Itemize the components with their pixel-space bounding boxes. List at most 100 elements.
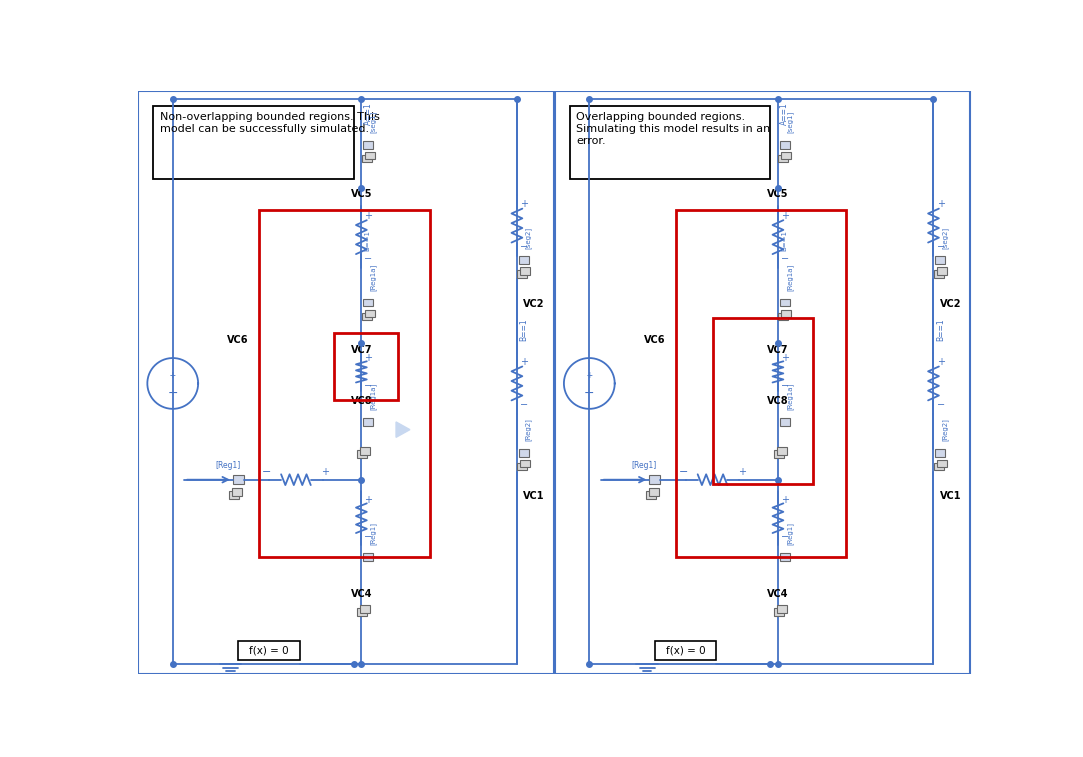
Bar xyxy=(361,447,370,455)
Bar xyxy=(362,154,371,163)
Text: VC5: VC5 xyxy=(351,189,373,199)
Text: −: − xyxy=(520,242,529,252)
Text: B==1: B==1 xyxy=(936,318,944,341)
Text: −: − xyxy=(365,531,373,542)
Bar xyxy=(780,418,790,425)
Bar xyxy=(779,154,788,163)
Bar xyxy=(357,450,367,458)
Bar xyxy=(773,609,784,616)
Text: +: + xyxy=(322,466,329,477)
Text: [Reg2]: [Reg2] xyxy=(941,419,949,441)
Text: +: + xyxy=(937,199,944,209)
Text: [Reg1a]: [Reg1a] xyxy=(369,383,376,410)
Text: −: − xyxy=(262,466,272,477)
Text: VC6: VC6 xyxy=(644,335,665,345)
Text: −: − xyxy=(937,242,944,252)
Bar xyxy=(363,553,374,560)
Text: A==1: A==1 xyxy=(780,102,790,125)
Bar xyxy=(676,210,847,556)
Bar xyxy=(937,267,947,275)
Text: VC7: VC7 xyxy=(767,345,788,355)
Text: Overlapping bounded regions.
Simulating this model results in an
error.: Overlapping bounded regions. Simulating … xyxy=(576,112,770,145)
Text: +: + xyxy=(365,495,373,505)
Text: +: + xyxy=(781,210,790,220)
Text: +: + xyxy=(365,353,373,363)
Text: +: + xyxy=(365,210,373,220)
Text: [seg2]: [seg2] xyxy=(525,226,532,249)
Bar xyxy=(259,210,430,556)
Text: VC4: VC4 xyxy=(767,589,788,599)
Bar xyxy=(782,310,792,317)
Bar xyxy=(936,449,945,456)
Bar xyxy=(777,447,787,455)
Bar xyxy=(570,106,770,179)
Bar xyxy=(521,459,531,467)
Text: f(x) = 0: f(x) = 0 xyxy=(666,646,705,656)
Bar xyxy=(518,463,527,470)
Bar xyxy=(335,332,399,400)
Text: Non-overlapping bounded regions. This
model can be successfully simulated.: Non-overlapping bounded regions. This mo… xyxy=(159,112,379,134)
Text: [Reg1]: [Reg1] xyxy=(216,462,240,470)
Text: VC1: VC1 xyxy=(940,491,961,501)
Text: [Reg1]: [Reg1] xyxy=(786,522,793,545)
Bar xyxy=(649,488,658,496)
Bar xyxy=(782,151,792,160)
Text: VC8: VC8 xyxy=(767,396,788,406)
Text: +: + xyxy=(586,369,592,379)
Text: −: − xyxy=(679,466,688,477)
Text: [Reg2]: [Reg2] xyxy=(525,419,532,441)
Bar xyxy=(361,605,370,613)
Text: +: + xyxy=(781,353,790,363)
Bar xyxy=(713,318,812,484)
Text: +: + xyxy=(937,357,944,367)
Text: VC4: VC4 xyxy=(351,589,373,599)
Bar xyxy=(363,418,374,425)
Text: −: − xyxy=(168,387,178,400)
Text: −: − xyxy=(520,400,529,410)
Bar xyxy=(238,641,300,660)
Bar xyxy=(773,450,784,458)
Bar xyxy=(779,313,788,320)
Bar xyxy=(780,553,790,560)
Text: +: + xyxy=(170,369,175,379)
Bar xyxy=(934,270,944,278)
Text: −: − xyxy=(365,254,373,263)
Text: VC2: VC2 xyxy=(523,299,545,309)
Bar xyxy=(780,299,790,307)
Bar xyxy=(363,299,374,307)
Text: f(x) = 0: f(x) = 0 xyxy=(249,646,289,656)
Bar xyxy=(936,257,945,264)
Text: −: − xyxy=(781,381,790,391)
Text: [seg1]: [seg1] xyxy=(369,111,376,133)
Bar xyxy=(645,491,656,499)
Text: −: − xyxy=(584,387,595,400)
Text: −: − xyxy=(937,400,944,410)
Text: VC2: VC2 xyxy=(940,299,961,309)
Text: [Reg1a]: [Reg1a] xyxy=(786,263,793,291)
Bar xyxy=(519,257,529,264)
Bar xyxy=(139,91,553,674)
Text: +: + xyxy=(738,466,746,477)
Text: [Reg1]: [Reg1] xyxy=(369,522,376,545)
Bar xyxy=(357,609,367,616)
Bar xyxy=(518,270,527,278)
Bar xyxy=(554,91,970,674)
Bar xyxy=(233,475,244,484)
Bar xyxy=(365,310,375,317)
Bar xyxy=(365,151,375,160)
Text: VC1: VC1 xyxy=(523,491,545,501)
Text: −: − xyxy=(365,381,373,391)
Text: VC8: VC8 xyxy=(351,396,373,406)
Bar xyxy=(777,605,787,613)
Bar xyxy=(655,641,716,660)
Text: [seg2]: [seg2] xyxy=(941,226,949,249)
Text: [Reg1]: [Reg1] xyxy=(631,462,657,470)
Bar xyxy=(519,449,529,456)
Text: +: + xyxy=(520,357,529,367)
Polygon shape xyxy=(396,422,409,438)
Bar xyxy=(233,488,243,496)
Text: −: − xyxy=(781,531,790,542)
Text: B==1: B==1 xyxy=(519,318,529,341)
Text: VC5: VC5 xyxy=(767,189,788,199)
Bar xyxy=(154,106,354,179)
